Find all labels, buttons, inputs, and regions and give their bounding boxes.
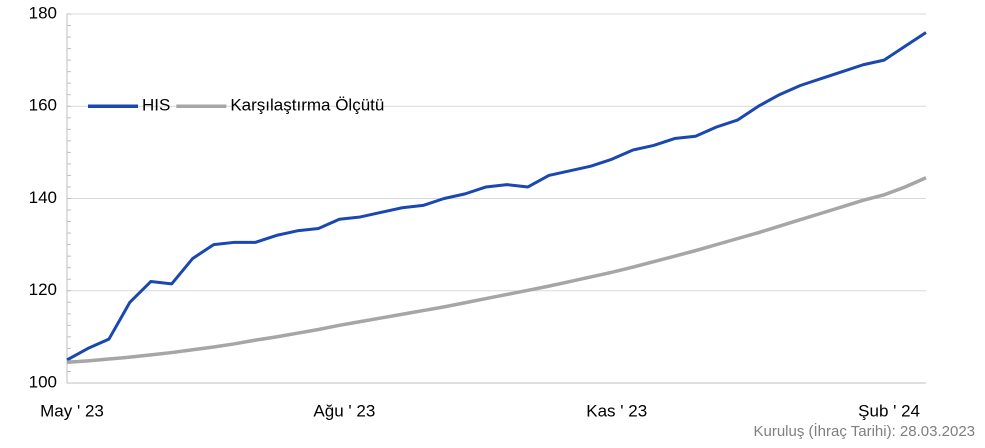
legend-label: Karşılaştırma Ölçütü — [230, 96, 384, 115]
y-tick-label: 160 — [29, 96, 57, 115]
x-tick-label: May ' 23 — [40, 401, 104, 420]
y-tick-label: 120 — [29, 280, 57, 299]
annotation: Kuruluş (İhraç Tarihi): 28.03.2023 — [753, 422, 975, 440]
y-tick-label: 100 — [29, 372, 57, 391]
x-tick-label: Kas ' 23 — [586, 401, 647, 420]
series-line — [66, 176, 927, 364]
x-tick-label: Şub ' 24 — [858, 401, 920, 420]
series-line — [66, 31, 927, 362]
legend-label: HIS — [142, 96, 170, 115]
y-tick-label: 140 — [29, 188, 57, 207]
y-tick-label: 180 — [29, 3, 57, 22]
x-tick-label: Ağu ' 23 — [313, 401, 375, 420]
